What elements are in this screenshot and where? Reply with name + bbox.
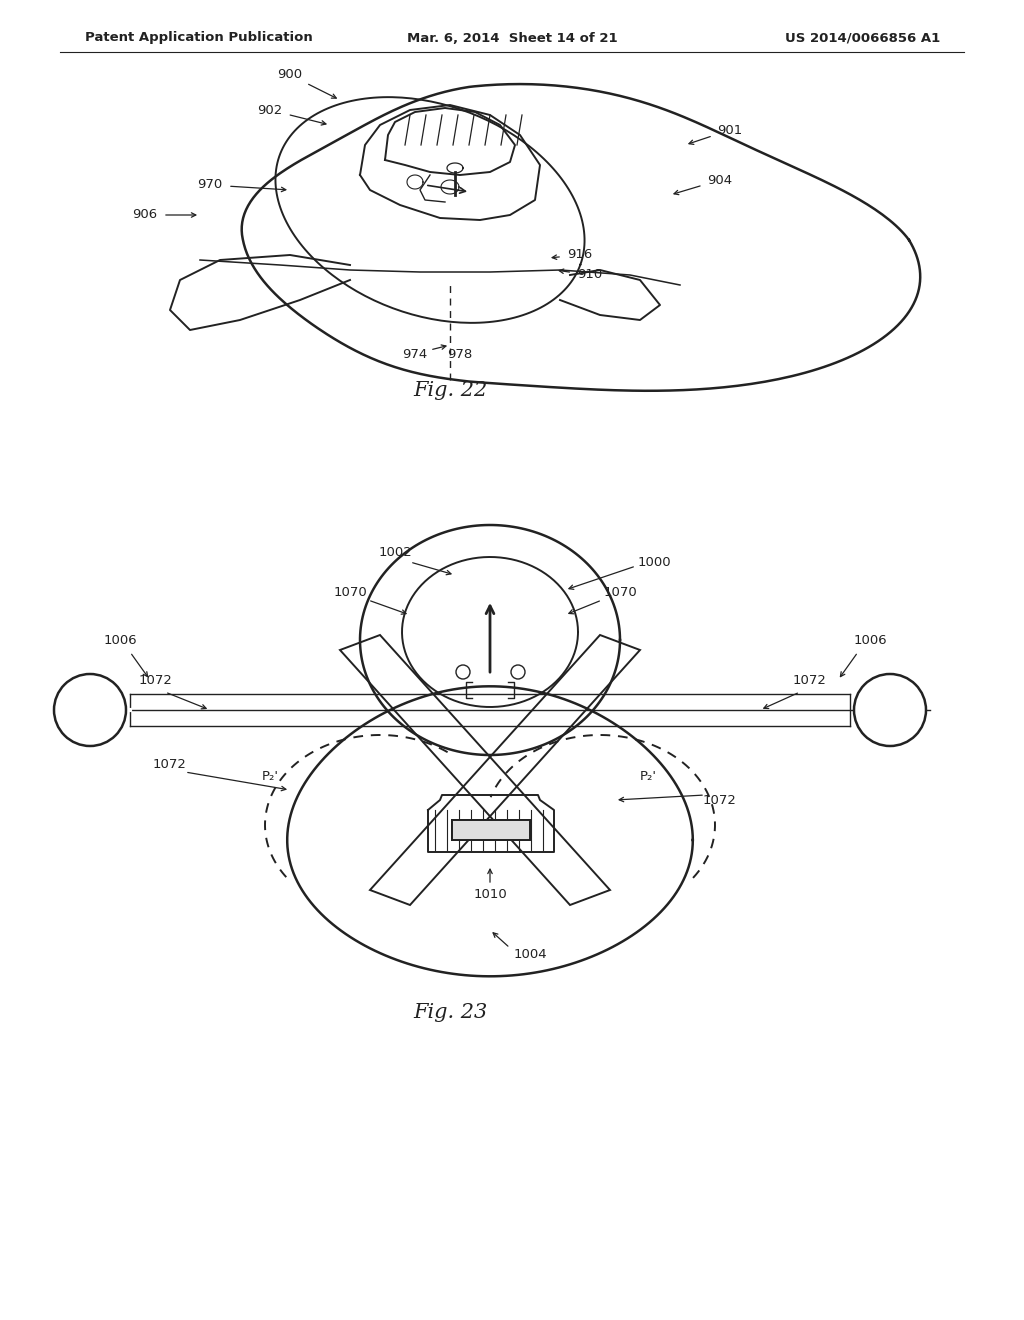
Text: 970: 970: [198, 178, 222, 191]
Text: 904: 904: [708, 173, 732, 186]
Text: 910: 910: [578, 268, 603, 281]
Text: Fig. 23: Fig. 23: [413, 1002, 487, 1022]
Text: 974: 974: [402, 348, 428, 362]
Text: Patent Application Publication: Patent Application Publication: [85, 32, 312, 45]
Text: 900: 900: [278, 69, 302, 82]
Text: US 2014/0066856 A1: US 2014/0066856 A1: [784, 32, 940, 45]
Text: 1004: 1004: [513, 949, 547, 961]
Text: P₂': P₂': [640, 771, 656, 784]
Text: 1070: 1070: [603, 586, 637, 598]
Text: 916: 916: [567, 248, 593, 261]
Text: 1000: 1000: [638, 556, 672, 569]
Text: 1072: 1072: [793, 673, 827, 686]
Text: 978: 978: [447, 348, 473, 362]
Circle shape: [854, 675, 926, 746]
Text: Mar. 6, 2014  Sheet 14 of 21: Mar. 6, 2014 Sheet 14 of 21: [407, 32, 617, 45]
Text: 1070: 1070: [333, 586, 367, 598]
Text: 1002: 1002: [378, 545, 412, 558]
Circle shape: [456, 665, 470, 678]
Text: 1072: 1072: [138, 673, 172, 686]
Text: 1010: 1010: [473, 888, 507, 902]
Circle shape: [511, 665, 525, 678]
Text: 906: 906: [132, 209, 158, 222]
Text: 902: 902: [257, 103, 283, 116]
Text: 1072: 1072: [703, 793, 737, 807]
Polygon shape: [452, 820, 530, 840]
Circle shape: [54, 675, 126, 746]
Text: 1072: 1072: [153, 759, 187, 771]
Text: 1006: 1006: [853, 634, 887, 647]
Text: P₂': P₂': [261, 771, 279, 784]
Text: 1006: 1006: [103, 634, 137, 647]
Text: 901: 901: [718, 124, 742, 136]
Text: Fig. 22: Fig. 22: [413, 380, 487, 400]
